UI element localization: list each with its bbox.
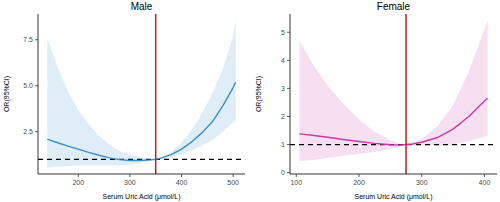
x-tick [296, 174, 297, 177]
y-tick-label: 5 [281, 29, 285, 36]
x-tick-label: 200 [353, 179, 365, 186]
y-tick [287, 60, 290, 61]
reference-line [38, 159, 245, 160]
x-tick-label: 100 [290, 179, 302, 186]
x-axis-label: Serum Uric Acid (μmol/L) [355, 193, 433, 201]
x-tick [181, 174, 182, 177]
y-tick-label: 1 [281, 141, 285, 148]
y-axis-label: OR(95%CI) [3, 76, 11, 112]
plot-area [290, 14, 497, 174]
x-axis-label: Serum Uric Acid (μmol/L) [103, 193, 181, 201]
y-tick [35, 85, 38, 86]
x-tick-label: 500 [227, 179, 239, 186]
x-tick [359, 174, 360, 177]
y-tick-label: 3 [281, 85, 285, 92]
x-tick [78, 174, 79, 177]
y-tick [287, 144, 290, 145]
ci-band [299, 21, 487, 161]
x-tick-label: 300 [416, 179, 428, 186]
x-tick-label: 300 [124, 179, 136, 186]
panel-title: Male [131, 1, 153, 12]
x-tick [129, 174, 130, 177]
y-tick [287, 172, 290, 173]
x-tick [233, 174, 234, 177]
x-tick-label: 200 [72, 179, 84, 186]
y-tick-label: 2.5 [23, 128, 33, 135]
x-tick [421, 174, 422, 177]
ci-band [47, 20, 235, 168]
x-axis [290, 174, 497, 175]
y-tick-label: 4 [281, 57, 285, 64]
x-axis [38, 174, 245, 175]
y-tick [287, 32, 290, 33]
panel: Male OR(95%CI) Serum Uric Acid (μmol/L) 2.5… [3, 1, 245, 201]
y-tick [35, 131, 38, 132]
y-axis-label: OR(95%CI) [255, 76, 263, 112]
reference-vline [155, 14, 157, 174]
or-curve [47, 82, 235, 161]
y-axis [38, 14, 39, 174]
y-tick [35, 39, 38, 40]
reference-vline [405, 14, 407, 174]
plot-area [38, 14, 245, 174]
figure: Male OR(95%CI) Serum Uric Acid (μmol/L) 2.5… [0, 0, 500, 202]
x-tick [484, 174, 485, 177]
panel-title: Female [377, 1, 411, 12]
y-tick-label: 5.0 [23, 82, 33, 89]
y-axis [290, 14, 291, 174]
y-tick-label: 2 [281, 113, 285, 120]
y-tick-label: 0 [281, 169, 285, 176]
panel: Female OR(95%CI) Serum Uric Acid (μmol/L) 0… [255, 1, 497, 201]
x-tick-label: 400 [479, 179, 491, 186]
y-tick [287, 88, 290, 89]
y-tick [287, 116, 290, 117]
x-tick-label: 400 [176, 179, 188, 186]
y-tick-label: 7.5 [23, 36, 33, 43]
or-curve [299, 98, 487, 145]
